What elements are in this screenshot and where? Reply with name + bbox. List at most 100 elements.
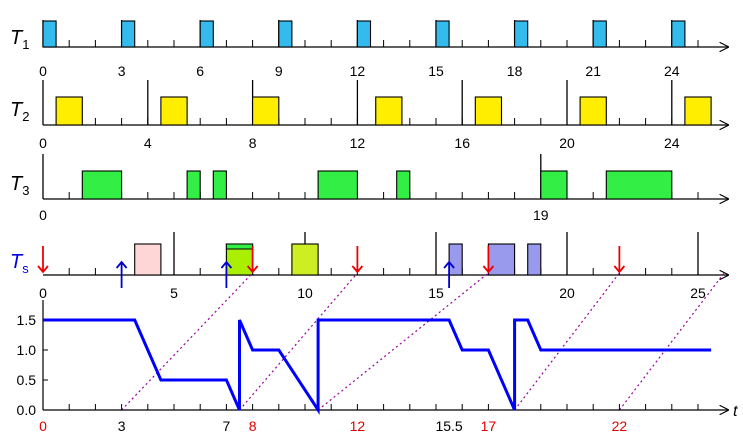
ts-tick-label: 5	[170, 285, 178, 301]
t1-job	[278, 20, 293, 48]
t2-job	[474, 96, 503, 126]
t3-job	[540, 170, 568, 200]
budget-y-tick-label: 0.5	[17, 372, 37, 388]
deadline-arrow-head	[482, 265, 495, 274]
t1-job	[435, 20, 450, 48]
t1-job	[121, 20, 136, 48]
ts-minor-ticks	[68, 268, 699, 275]
t2-tick-label: 12	[350, 135, 366, 151]
t2-job	[55, 96, 83, 126]
t1-tick-label: 9	[275, 63, 283, 79]
t1-tick-label: 21	[585, 63, 601, 79]
t1-tick-label: 3	[118, 63, 126, 79]
budget-plot: 1.5 1.0 0.5 0.0 3 7 15.5 0 8 12 17 22 t	[17, 272, 738, 434]
t2-tick-label: 8	[249, 135, 257, 151]
t1-job	[356, 20, 372, 48]
replenish-dotted-line	[239, 272, 358, 411]
t1-job	[671, 20, 686, 48]
t1-tick-label: 0	[39, 63, 47, 79]
budget-axis-label: t	[733, 403, 738, 420]
t1-job	[514, 20, 529, 48]
t2-job	[375, 96, 403, 126]
t1-tick-labels: 0 3 6 9 12 15 18 21 24	[39, 63, 680, 79]
t2-tick-label: 0	[39, 135, 47, 151]
row-t1: T1 0 3 6 9 12 15 18 21 24	[10, 20, 728, 79]
t2-tick-label: 16	[454, 135, 470, 151]
budget-x-label-red: 12	[350, 418, 366, 434]
ts-tick-label: 20	[559, 285, 575, 301]
budget-line	[43, 318, 712, 416]
replenish-dotted-line	[618, 272, 725, 411]
t1-jobs	[42, 20, 686, 48]
t3-tick-label: 19	[533, 207, 549, 223]
ts-label: Ts	[10, 251, 29, 276]
budget-x-label-red: 0	[39, 418, 47, 434]
ts-job	[448, 243, 463, 276]
t3-tick-label: 0	[39, 207, 47, 223]
ts-job-strip	[225, 243, 254, 250]
deadline-arrow-head	[613, 265, 626, 274]
budget-y-ticks: 1.5 1.0 0.5 0.0	[17, 312, 48, 418]
t1-tick-label: 18	[507, 63, 523, 79]
row-ts: Ts 0 5 10 15 20 25	[10, 232, 728, 301]
ts-job	[134, 243, 162, 276]
replenish-dotted-line	[514, 272, 620, 411]
budget-x-label-red: 17	[481, 418, 497, 434]
t2-tick-label: 4	[144, 135, 152, 151]
t1-tick-label: 15	[428, 63, 444, 79]
row-t3: T3 0 19	[10, 154, 728, 223]
t2-label: T2	[10, 99, 29, 124]
t2-tick-labels: 0 4 8 12 16 20 24	[39, 135, 680, 151]
ts-job	[527, 243, 542, 276]
budget-x-labels: 3 7 15.5 0 8 12 17 22	[39, 418, 627, 434]
budget-y-tick-label: 0.0	[17, 402, 37, 418]
t3-job	[605, 170, 673, 200]
release-arrow-head	[443, 260, 455, 269]
t3-minor-ticks	[68, 192, 699, 199]
dotted-replenish-lines	[121, 272, 725, 411]
t1-tick-label: 12	[350, 63, 366, 79]
ts-tick-label: 15	[428, 285, 444, 301]
budget-y-tick-label: 1.5	[17, 312, 37, 328]
ts-arrows	[37, 246, 626, 288]
deadline-arrow-head	[37, 265, 49, 274]
replenish-dotted-line	[121, 272, 254, 411]
t3-job	[396, 170, 411, 200]
t1-label: T1	[10, 27, 29, 52]
t2-job	[684, 96, 712, 126]
ts-job	[291, 243, 319, 276]
t2-tick-label: 20	[559, 135, 575, 151]
ts-tick-label: 25	[690, 285, 706, 301]
t1-tick-label: 6	[196, 63, 204, 79]
release-arrow-head	[115, 260, 128, 269]
deadline-arrow-head	[246, 265, 259, 274]
ts-tick-label: 0	[39, 285, 47, 301]
t1-job	[42, 20, 57, 48]
t3-jobs	[81, 170, 673, 200]
budget-x-label: 7	[223, 418, 231, 434]
t1-job	[199, 20, 214, 48]
t2-job	[160, 96, 188, 126]
release-arrow-head	[220, 260, 233, 269]
budget-y-tick-label: 1.0	[17, 342, 37, 358]
budget-x-ticks	[68, 404, 699, 410]
budget-x-label-red: 8	[249, 418, 257, 434]
t2-job	[579, 96, 607, 126]
t3-job	[212, 170, 227, 200]
t2-job	[252, 96, 280, 126]
budget-x-label: 15.5	[435, 418, 462, 434]
t3-label: T3	[10, 173, 29, 198]
replenish-dotted-line	[317, 272, 489, 411]
t3-tick-labels: 0 19	[39, 207, 549, 223]
t2-jobs	[55, 96, 712, 126]
deadline-arrow-head	[351, 265, 364, 274]
t2-major-ticks	[42, 80, 673, 125]
budget-x-label: 3	[118, 418, 126, 434]
ts-tick-label: 10	[297, 285, 313, 301]
t3-job	[317, 170, 358, 200]
t3-job	[81, 170, 123, 200]
t3-job	[186, 170, 201, 200]
ts-tick-labels: 0 5 10 15 20 25	[39, 285, 706, 301]
ts-job	[487, 243, 516, 276]
